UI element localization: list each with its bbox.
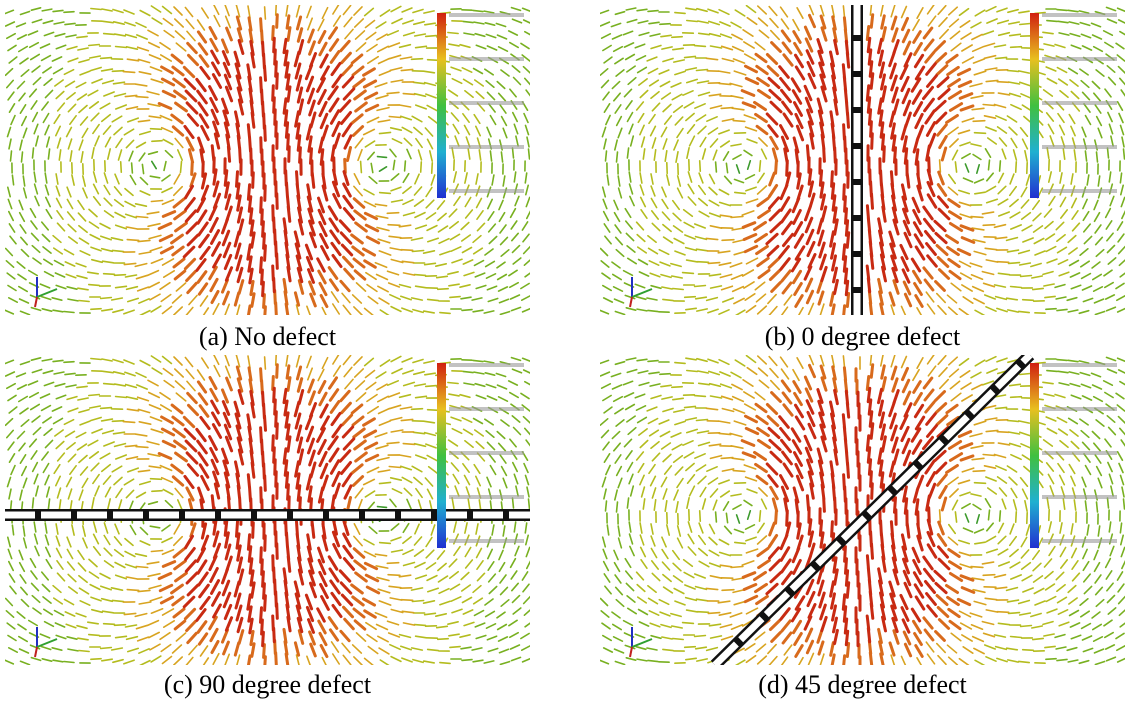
field-arrows xyxy=(5,6,530,315)
field-arrows xyxy=(52,5,486,315)
defect-gap xyxy=(712,355,1033,665)
colorbar-label xyxy=(1042,407,1117,411)
colorbar-label xyxy=(1042,57,1117,61)
field-arrows xyxy=(5,356,530,665)
field-arrows xyxy=(705,355,1011,665)
axis-triad xyxy=(36,288,58,298)
colorbar-label xyxy=(449,145,524,149)
field-arrows xyxy=(157,13,381,315)
field-panel xyxy=(5,5,530,315)
colorbar xyxy=(437,363,446,548)
field-arrows xyxy=(705,5,1011,315)
field-arrows xyxy=(182,386,356,648)
colorbar-label xyxy=(449,495,524,499)
colorbar-label xyxy=(1042,539,1117,543)
axis-triad xyxy=(631,288,653,298)
colorbar-label xyxy=(1042,101,1117,105)
colorbar-label xyxy=(449,13,524,17)
field-arrows xyxy=(735,160,980,174)
caption: (c) 90 degree defect xyxy=(163,670,372,699)
caption: (a) No defect xyxy=(198,322,337,351)
field-arrows xyxy=(151,155,388,172)
colorbar-label xyxy=(449,539,524,543)
colorbar xyxy=(1030,363,1039,548)
field-arrows xyxy=(182,36,356,298)
colorbar-label xyxy=(1042,13,1117,17)
caption: (d) 45 degree defect xyxy=(758,670,967,699)
field-arrows xyxy=(740,13,976,315)
colorbar-label xyxy=(449,57,524,61)
colorbar-label xyxy=(1042,145,1117,149)
axis-triad xyxy=(36,638,58,648)
colorbar-label xyxy=(449,363,524,367)
colorbar-label xyxy=(449,451,524,455)
axis-triad xyxy=(629,646,633,658)
colorbar-label xyxy=(1042,189,1117,193)
colorbar-label xyxy=(1042,363,1117,367)
field-arrows xyxy=(735,510,980,524)
axis-triad xyxy=(629,296,633,308)
caption: (b) 0 degree defect xyxy=(764,322,961,351)
colorbar xyxy=(1030,13,1039,198)
field-arrows xyxy=(600,356,1125,665)
field-arrows xyxy=(122,5,416,315)
colorbar-label xyxy=(449,407,524,411)
colorbar xyxy=(437,13,446,198)
field-panel xyxy=(5,355,530,665)
field-arrows xyxy=(122,355,416,665)
colorbar-label xyxy=(449,189,524,193)
field-panel xyxy=(600,355,1125,665)
colorbar-label xyxy=(1042,451,1117,455)
colorbar-label xyxy=(1042,495,1117,499)
axis-triad xyxy=(34,296,38,308)
field-arrows xyxy=(157,363,381,665)
field-panel xyxy=(600,5,1125,315)
axis-triad xyxy=(34,646,38,658)
colorbar-label xyxy=(449,101,524,105)
axis-triad xyxy=(631,638,653,648)
